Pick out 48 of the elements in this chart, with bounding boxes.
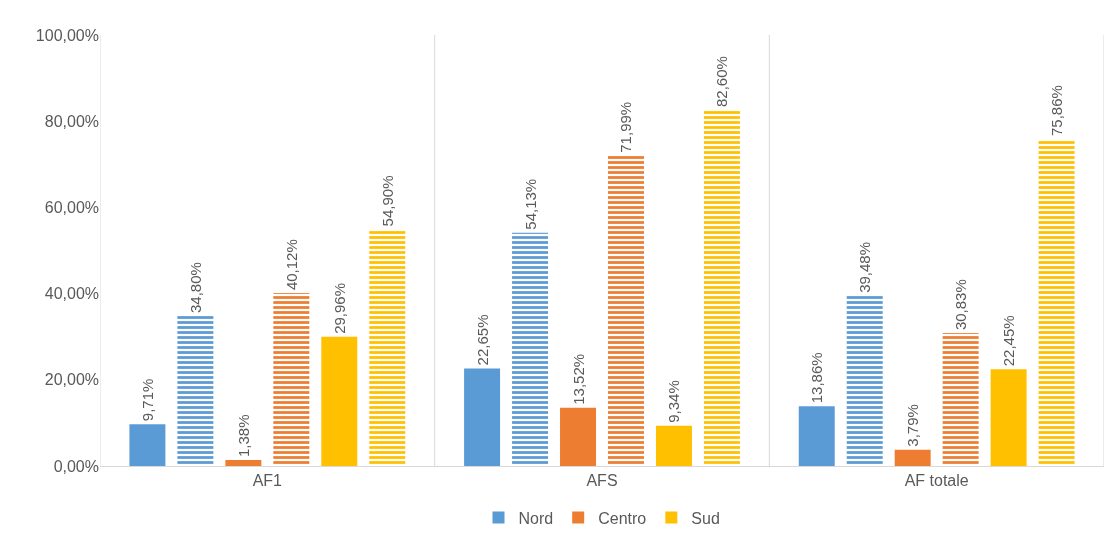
- bar: [1038, 139, 1075, 466]
- bar: [512, 232, 549, 466]
- data-label: 13,86%: [808, 352, 826, 404]
- data-label: 71,99%: [617, 101, 635, 153]
- bar: [846, 295, 883, 466]
- data-label: 30,83%: [952, 279, 970, 331]
- x-tick-label: AF1: [252, 472, 283, 490]
- data-label: 34,80%: [186, 262, 204, 314]
- x-tick-label: AFS: [586, 472, 618, 490]
- data-label: 3,79%: [904, 404, 922, 447]
- bar: [177, 316, 214, 466]
- y-tick-label: 80,00%: [44, 112, 99, 130]
- legend-label: Nord: [518, 509, 554, 527]
- data-label: 13,52%: [569, 353, 587, 405]
- y-tick-label: 60,00%: [44, 199, 99, 216]
- bar: [798, 406, 835, 466]
- bar: [608, 155, 644, 466]
- data-label: 1,38%: [234, 414, 252, 458]
- y-tick-label: 100,00%: [35, 26, 99, 44]
- bar: [369, 229, 406, 466]
- data-label: 54,13%: [521, 178, 539, 230]
- bar: [273, 293, 310, 466]
- bar: [129, 424, 166, 466]
- x-tick-label: AF totale: [904, 472, 969, 490]
- data-label: 54,90%: [378, 175, 396, 227]
- bar: [942, 333, 979, 466]
- bar: [225, 460, 262, 466]
- data-label: 75,86%: [1048, 85, 1066, 137]
- legend-label: Sud: [691, 509, 720, 527]
- y-tick-label: 0,00%: [53, 457, 99, 475]
- bar: [990, 369, 1027, 466]
- data-label: 22,65%: [473, 314, 491, 366]
- data-label: 82,60%: [713, 56, 731, 107]
- data-label: 39,48%: [856, 241, 874, 293]
- data-label: 9,34%: [665, 380, 683, 423]
- bar: [655, 425, 692, 466]
- bar: [560, 407, 596, 466]
- data-label: 22,45%: [1000, 315, 1018, 367]
- legend-label: Centro: [598, 509, 647, 527]
- data-label: 9,71%: [138, 378, 156, 422]
- data-label: 29,96%: [330, 282, 348, 334]
- y-tick-label: 20,00%: [44, 371, 99, 389]
- bar: [464, 368, 501, 466]
- bar: [703, 109, 740, 466]
- y-tick-label: 40,00%: [44, 285, 99, 303]
- data-label: 40,12%: [282, 239, 300, 291]
- bar: [321, 336, 358, 466]
- bar: [894, 449, 931, 466]
